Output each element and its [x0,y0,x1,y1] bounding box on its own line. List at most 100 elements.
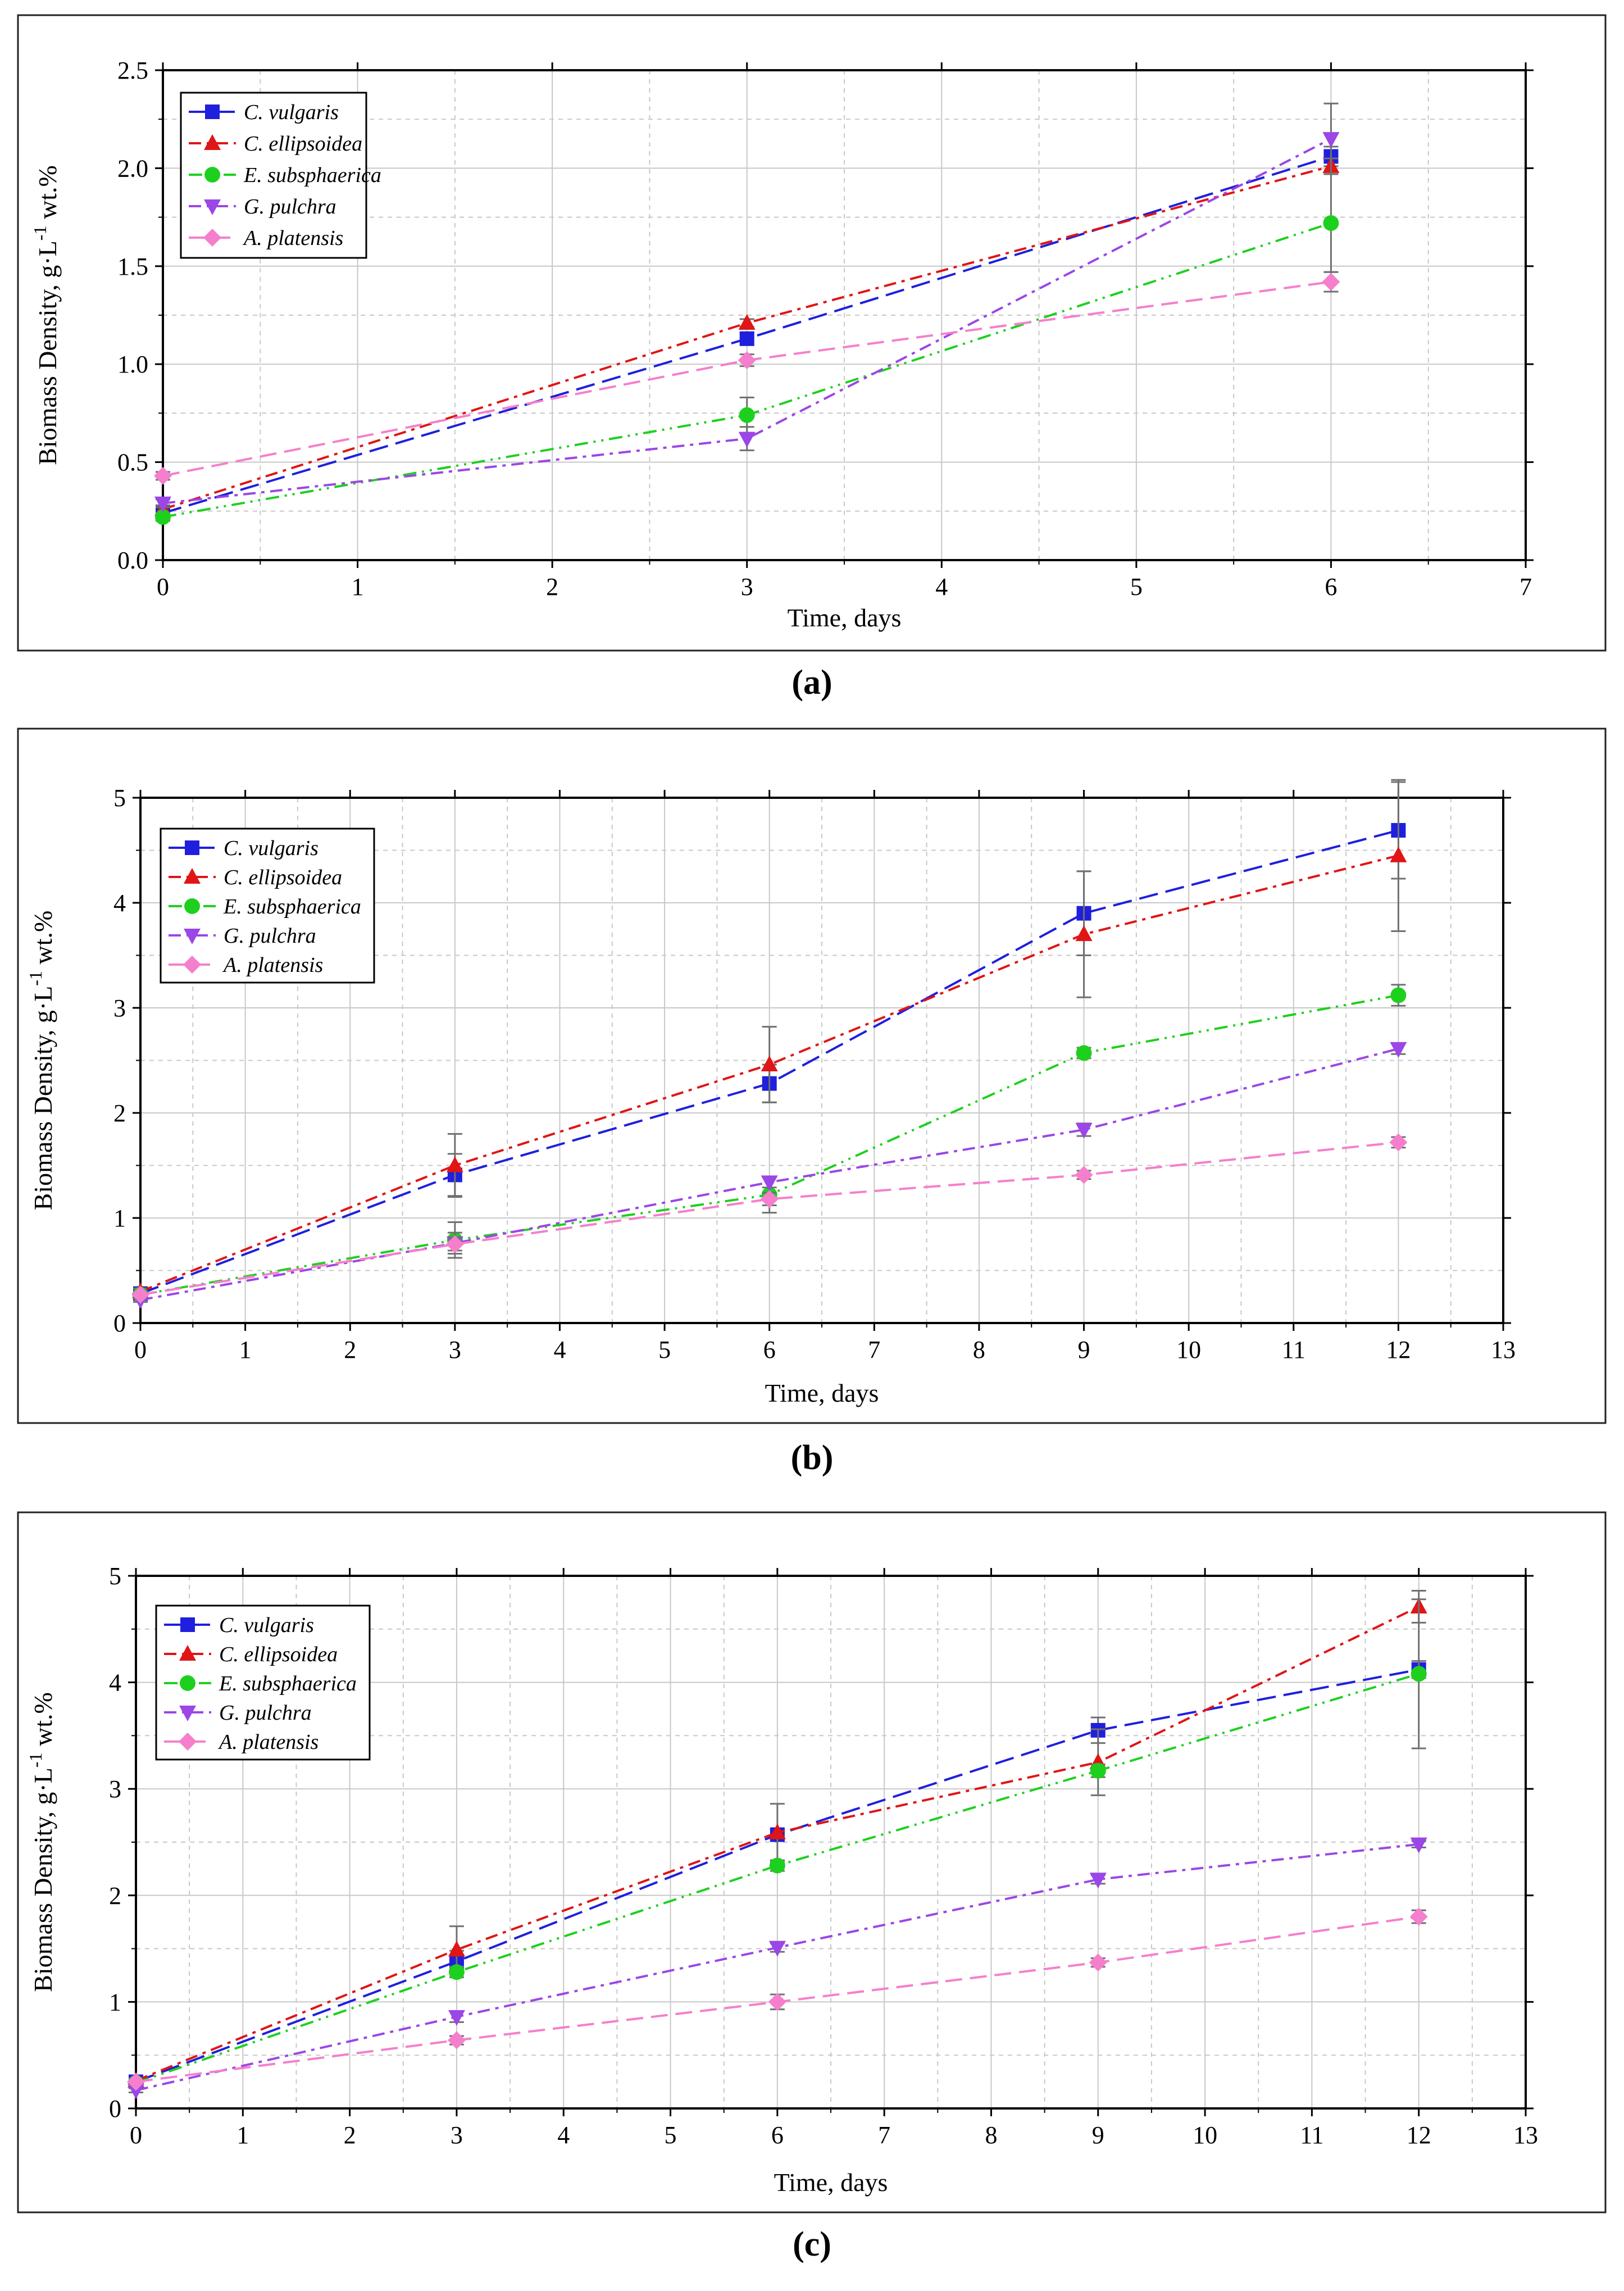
x-tick-label: 9 [1092,2121,1104,2149]
x-tick-label: 3 [449,1336,461,1363]
legend-label: A. platensis [242,226,343,250]
legend-marker [204,134,221,150]
legend-item-e-subsphaerica: E. subsphaerica [169,895,361,919]
y-tick-label: 0 [113,1310,126,1337]
data-point [1409,1907,1428,1926]
data-point [446,1156,463,1172]
x-tick-label: 1 [352,573,364,601]
data-point [738,313,756,330]
legend-label: C. ellipsoidea [219,1643,338,1666]
x-tick-label: 2 [344,2121,356,2149]
series-line [162,138,1332,504]
data-point [154,496,171,512]
x-axis-label: Time, days [774,2168,888,2197]
legend-marker [179,1706,196,1721]
data-point [1390,1042,1407,1058]
data-point [445,1235,464,1253]
x-tick-label: 6 [763,1336,776,1363]
x-tick-label: 5 [1130,573,1143,601]
panel-label-a: (a) [791,663,833,702]
x-tick-label: 8 [973,1336,985,1363]
x-tick-label: 12 [1386,1336,1411,1363]
data-point [1411,1666,1427,1682]
y-axis-label: Biomass Density, g·L-1 wt.% [25,911,57,1211]
figure-frame [17,14,1607,652]
y-tick-label: 2 [109,1882,121,1910]
y-tick-label: 1 [109,1988,121,2016]
x-tick-label: 2 [546,573,558,601]
legend-marker [183,956,201,974]
series-line [140,854,1399,1293]
data-point [155,509,171,525]
x-tick-label: 10 [1193,2121,1217,2149]
legend: C. vulgaris C. ellipsoidea E. subsphaerica… [180,92,381,259]
series-g-pulchra [154,102,1340,512]
y-tick-label: 1.0 [117,351,148,378]
data-point [1322,272,1340,291]
x-tick-label: 12 [1407,2121,1431,2149]
data-point [1410,1837,1427,1853]
x-axis: 0 1 2 3 4 5 6 7 8 9 10 11 12 13 [130,1568,1538,2149]
x-tick-label: 0 [130,2121,142,2149]
legend-item-g-pulchra: G. pulchra [164,1701,312,1725]
legend-label: C. vulgaris [219,1613,314,1637]
data-point [1076,1045,1092,1061]
x-tick-label: 9 [1078,1336,1090,1363]
data-point [1390,846,1407,862]
y-axis: 0 1 2 3 4 5 [113,784,1511,1337]
legend-item-a-platensis: A. platensis [189,226,343,250]
figure-frame [17,728,1607,1424]
legend-marker [180,1675,195,1691]
data-point [738,431,756,448]
data-point [1390,987,1407,1003]
x-tick-label: 4 [935,573,948,601]
legend-item-a-platensis: A. platensis [169,953,323,977]
legend-item-g-pulchra: G. pulchra [189,195,336,219]
legend-marker [205,104,220,119]
x-tick-label: 7 [878,2121,890,2149]
legend-label: G. pulchra [219,1701,312,1725]
y-tick-label: 5 [109,1562,121,1590]
x-tick-label: 4 [553,1336,566,1363]
data-point [739,331,754,346]
x-tick-label: 0 [157,573,169,601]
x-axis-label: Time, days [765,1379,879,1407]
y-tick-label: 1 [113,1204,126,1232]
y-tick-label: 1.5 [117,253,148,280]
x-axis-label: Time, days [788,603,902,632]
data-point [768,1940,786,1957]
legend-item-g-pulchra: G. pulchra [169,924,316,948]
legend-label: E. subsphaerica [243,163,381,187]
data-point [738,351,756,370]
legend: C. vulgaris C. ellipsoidea E. subsphaerica… [160,828,375,984]
data-point [768,1823,786,1839]
legend-marker [179,1645,196,1661]
legend-marker [204,167,220,183]
figure-frame [17,1511,1607,2213]
legend-marker [184,898,200,914]
x-axis: 0 1 2 3 4 5 6 7 8 9 10 11 12 13 [134,790,1516,1363]
data-point [768,1993,786,2011]
series-a-platensis [154,271,1340,485]
y-tick-label: 2.0 [117,154,148,182]
legend-item-c-ellipsoidea: C. ellipsoidea [164,1643,338,1666]
data-point [1389,1133,1408,1152]
x-tick-label: 6 [771,2121,784,2149]
series-line [140,1141,1399,1296]
y-tick-label: 5 [113,784,126,812]
legend-item-c-ellipsoidea: C. ellipsoidea [169,866,342,889]
legend-label: A. platensis [217,1730,319,1754]
legend-label: G. pulchra [244,195,336,219]
series-line [135,1606,1420,2082]
x-tick-label: 4 [557,2121,570,2149]
data-point [1090,1762,1106,1779]
data-point [1322,132,1340,148]
x-tick-label: 13 [1491,1336,1516,1363]
x-tick-label: 10 [1176,1336,1201,1363]
data-point [1089,1953,1107,1972]
y-tick-label: 4 [113,889,126,917]
x-tick-label: 3 [451,2121,463,2149]
y-tick-label: 3 [113,994,126,1022]
x-tick-label: 1 [236,2121,249,2149]
data-point [154,467,172,485]
